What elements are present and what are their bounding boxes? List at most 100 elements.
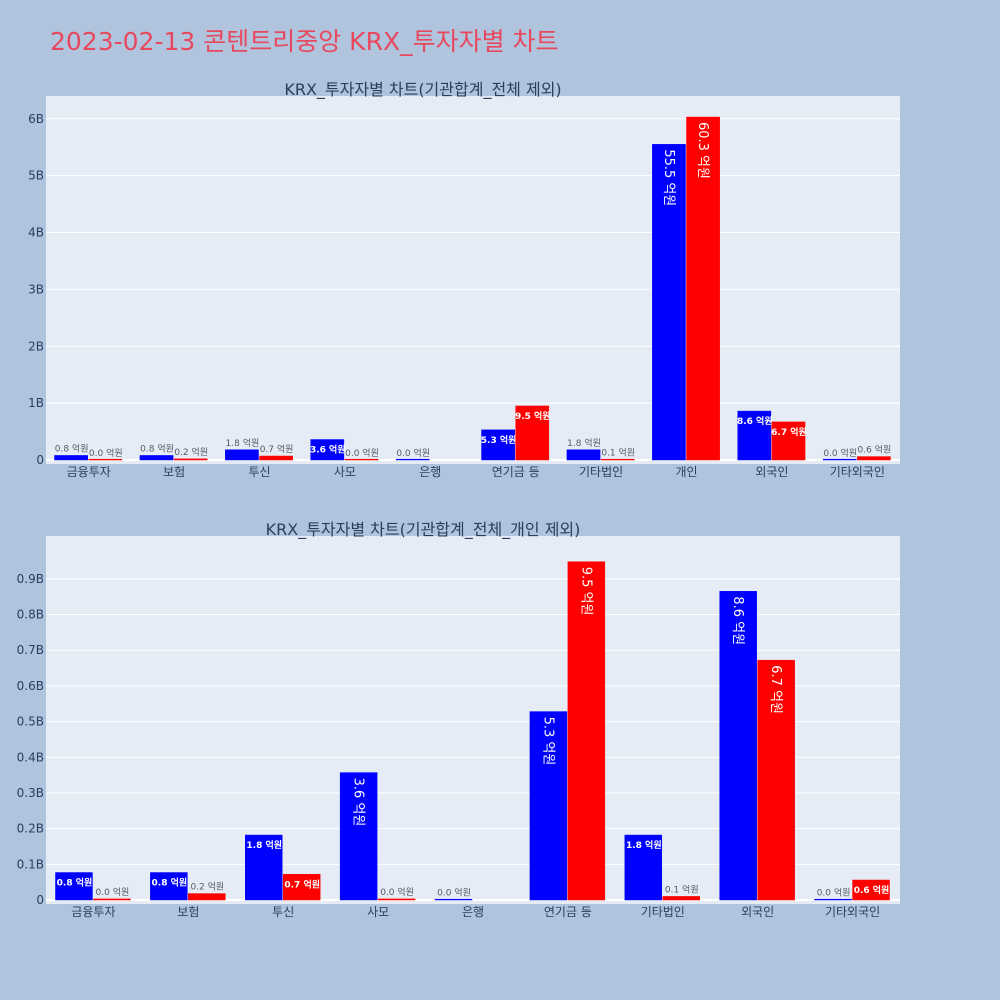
y-tick-label: 6B <box>28 112 44 126</box>
y-tick-label: 0 <box>36 453 44 467</box>
data-label: 6.7 억원 <box>768 665 783 714</box>
data-label: 0.0 억원 <box>96 886 130 898</box>
bar <box>93 898 131 901</box>
bar <box>282 874 321 901</box>
bar <box>757 659 795 901</box>
data-label: 1.8 억원 <box>226 437 260 449</box>
data-label: 0.7 억원 <box>284 878 320 890</box>
data-label: 5.3 억원 <box>481 434 517 446</box>
y-tick-label: 2B <box>28 339 44 353</box>
x-tick-label: 연기금 등 <box>544 905 592 919</box>
x-tick-label: 금융투자 <box>71 905 115 919</box>
data-label: 1.8 억원 <box>567 437 601 449</box>
y-tick-label: 0.2B <box>17 822 44 836</box>
x-tick-label: 기타법인 <box>641 905 685 919</box>
bar <box>434 898 473 901</box>
bar <box>339 772 378 901</box>
bar <box>259 455 293 461</box>
data-label: 0.2 억원 <box>174 446 208 458</box>
bar <box>225 449 259 461</box>
bar <box>662 896 700 901</box>
bar <box>737 410 772 461</box>
bar <box>814 898 852 901</box>
data-label: 0.0 억원 <box>345 447 379 459</box>
bar <box>652 144 686 461</box>
bar <box>567 561 606 901</box>
data-label: 0.0 억원 <box>89 447 123 459</box>
y-tick-label: 0.8B <box>17 608 44 622</box>
bar <box>188 893 226 901</box>
data-label: 8.6 억원 <box>737 415 773 427</box>
x-tick-label: 외국인 <box>741 905 774 919</box>
data-label: 0.6 억원 <box>858 444 892 456</box>
y-tick-label: 0.9B <box>17 572 44 586</box>
bar <box>395 458 430 461</box>
data-label: 0.0 억원 <box>437 887 471 899</box>
data-label: 0.8 억원 <box>152 877 188 889</box>
data-label: 0.6 억원 <box>854 884 890 896</box>
bar <box>377 898 416 901</box>
x-tick-label: 사모 <box>334 465 356 479</box>
data-label: 0.1 억원 <box>601 446 635 458</box>
y-tick-label: 0.6B <box>17 679 44 693</box>
bar <box>481 429 515 461</box>
bar <box>624 834 663 901</box>
data-label: 1.8 억원 <box>246 839 282 851</box>
page-title: 2023-02-13 콘텐트리중앙 KRX_투자자별 차트 <box>50 27 559 56</box>
bar <box>719 591 757 901</box>
data-label: 9.5 억원 <box>578 567 593 616</box>
data-label: 0.8 억원 <box>57 877 93 889</box>
bar <box>857 456 891 461</box>
data-label: 0.7 억원 <box>260 443 294 455</box>
bar <box>515 405 550 461</box>
x-tick-label: 기타외국인 <box>830 465 885 479</box>
data-label: 55.5 억원 <box>661 149 676 206</box>
x-tick-label: 은행 <box>462 904 484 919</box>
x-tick-label: 사모 <box>367 905 389 919</box>
data-label: 0.2 억원 <box>190 881 224 893</box>
bar <box>566 449 601 461</box>
data-label: 0.0 억원 <box>380 886 414 898</box>
y-tick-label: 0.1B <box>17 857 44 871</box>
x-tick-label: 개인 <box>675 465 697 479</box>
data-label: 1.8 억원 <box>626 839 662 851</box>
y-tick-label: 1B <box>28 396 44 410</box>
x-tick-label: 투신 <box>248 465 270 479</box>
x-tick-label: 금융투자 <box>67 465 111 479</box>
data-label: 8.6 억원 <box>730 596 745 645</box>
chart-title: KRX_투자자별 차트(기관합계_전체_개인 제외) <box>266 520 581 540</box>
data-label: 0.0 억원 <box>823 447 857 459</box>
data-label: 0.1 억원 <box>665 883 699 895</box>
bar <box>686 116 720 461</box>
bar <box>150 872 188 901</box>
bar <box>55 872 93 901</box>
x-tick-label: 기타외국인 <box>825 905 880 919</box>
bar <box>54 455 88 461</box>
data-label: 3.6 억원 <box>310 444 346 456</box>
bar <box>822 458 857 461</box>
data-label: 6.7 억원 <box>771 426 807 438</box>
bar <box>529 711 568 901</box>
bar <box>245 834 283 901</box>
chart-investor-all: 0 1B 2B 3B 4B 5B 6B KRX_투자자별 차트(기관합계_전체 제외) 금융투자… <box>28 80 900 479</box>
bar <box>344 458 379 461</box>
chart-title: KRX_투자자별 차트(기관합계_전체 제외) <box>284 80 561 100</box>
bar <box>310 439 345 461</box>
y-tick-label: 0 <box>36 893 44 907</box>
y-tick-label: 0.4B <box>17 750 44 764</box>
y-tick-label: 0.3B <box>17 786 44 800</box>
bar <box>139 455 174 461</box>
data-label: 9.5 억원 <box>515 410 551 422</box>
x-tick-label: 외국인 <box>755 465 788 479</box>
data-label: 5.3 억원 <box>540 717 555 766</box>
x-tick-label: 보험 <box>177 905 199 919</box>
x-tick-label: 연기금 등 <box>492 465 540 479</box>
x-tick-label: 기타법인 <box>579 465 623 479</box>
bar <box>88 458 123 461</box>
data-label: 0.8 억원 <box>55 442 89 454</box>
data-label: 0.0 억원 <box>396 447 430 459</box>
bar <box>600 458 635 461</box>
data-label: 3.6 억원 <box>351 778 366 827</box>
y-tick-label: 4B <box>28 226 44 240</box>
y-tick-label: 0.7B <box>17 643 44 657</box>
